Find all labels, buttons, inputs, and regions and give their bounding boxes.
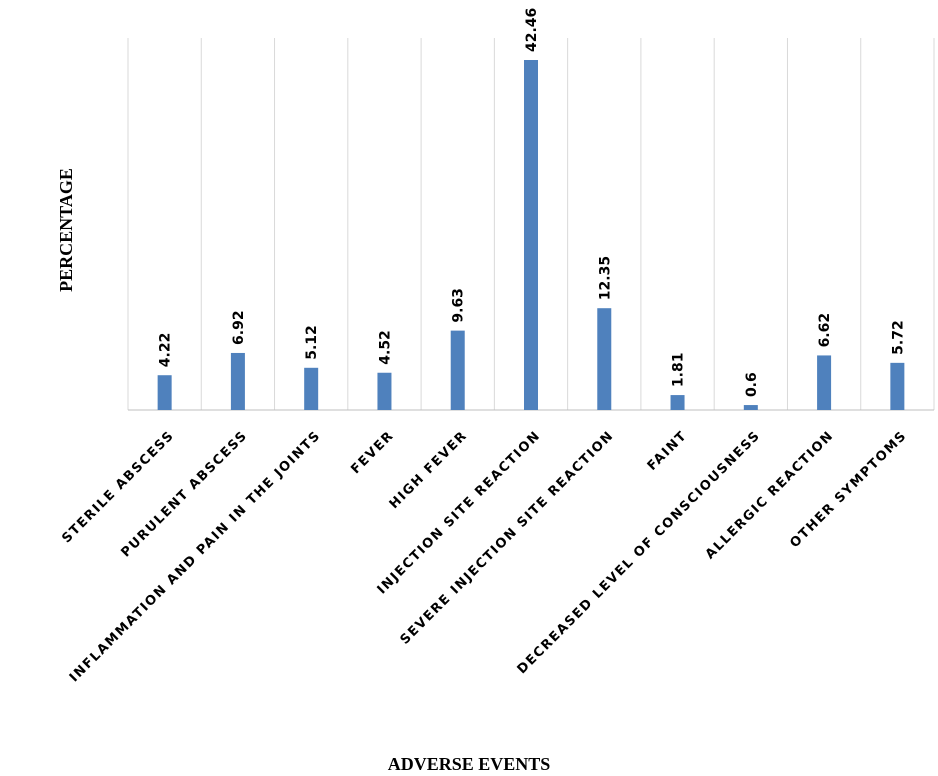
bar: [230, 352, 245, 410]
bar: [597, 308, 612, 410]
x-tick-label: FEVER: [348, 428, 397, 477]
bar: [670, 395, 685, 410]
data-label: 0.6: [744, 372, 760, 397]
x-tick-label: ALLERGIC REACTION: [703, 428, 837, 562]
bar: [304, 367, 319, 410]
bar: [450, 330, 465, 410]
x-tick-label: FAINT: [645, 428, 691, 474]
data-label: 5.12: [304, 325, 320, 360]
grid-lines: [127, 38, 935, 410]
x-tick-label: HIGH FEVER: [387, 428, 471, 512]
x-axis-title: ADVERSE EVENTS: [388, 754, 551, 774]
x-tick-label: PURULENT ABSCESS: [119, 428, 251, 560]
bar: [157, 375, 172, 410]
x-tick-label: OTHER SYMPTOMS: [787, 428, 910, 551]
bar: [817, 355, 832, 410]
x-tick-label: INJECTION SITE REACTION: [375, 428, 544, 597]
data-label: 42.46: [524, 8, 540, 52]
data-label: 4.22: [158, 333, 174, 368]
bars: [157, 60, 905, 410]
data-label: 1.81: [671, 353, 687, 388]
x-tick-label: DECREASED LEVEL OF CONSCIOUSNESS: [515, 428, 764, 677]
data-label: 6.92: [231, 310, 247, 345]
data-label: 5.72: [890, 320, 906, 355]
data-label: 4.52: [377, 330, 393, 365]
data-label: 6.62: [817, 313, 833, 348]
x-tick-label: INFLAMMATION AND PAIN IN THE JOINTS: [67, 428, 324, 685]
data-label: 9.63: [451, 288, 467, 323]
data-labels: 4.22 6.92 5.12 4.52 9.63 42.46 12.35 1.81 0.6 6.6…: [158, 8, 907, 397]
data-label: 12.35: [597, 256, 613, 300]
bar: [890, 362, 905, 410]
bar: [524, 60, 538, 410]
bar: [377, 372, 392, 410]
bar: [743, 405, 758, 410]
y-axis-title: PERCENTAGE: [56, 168, 76, 292]
